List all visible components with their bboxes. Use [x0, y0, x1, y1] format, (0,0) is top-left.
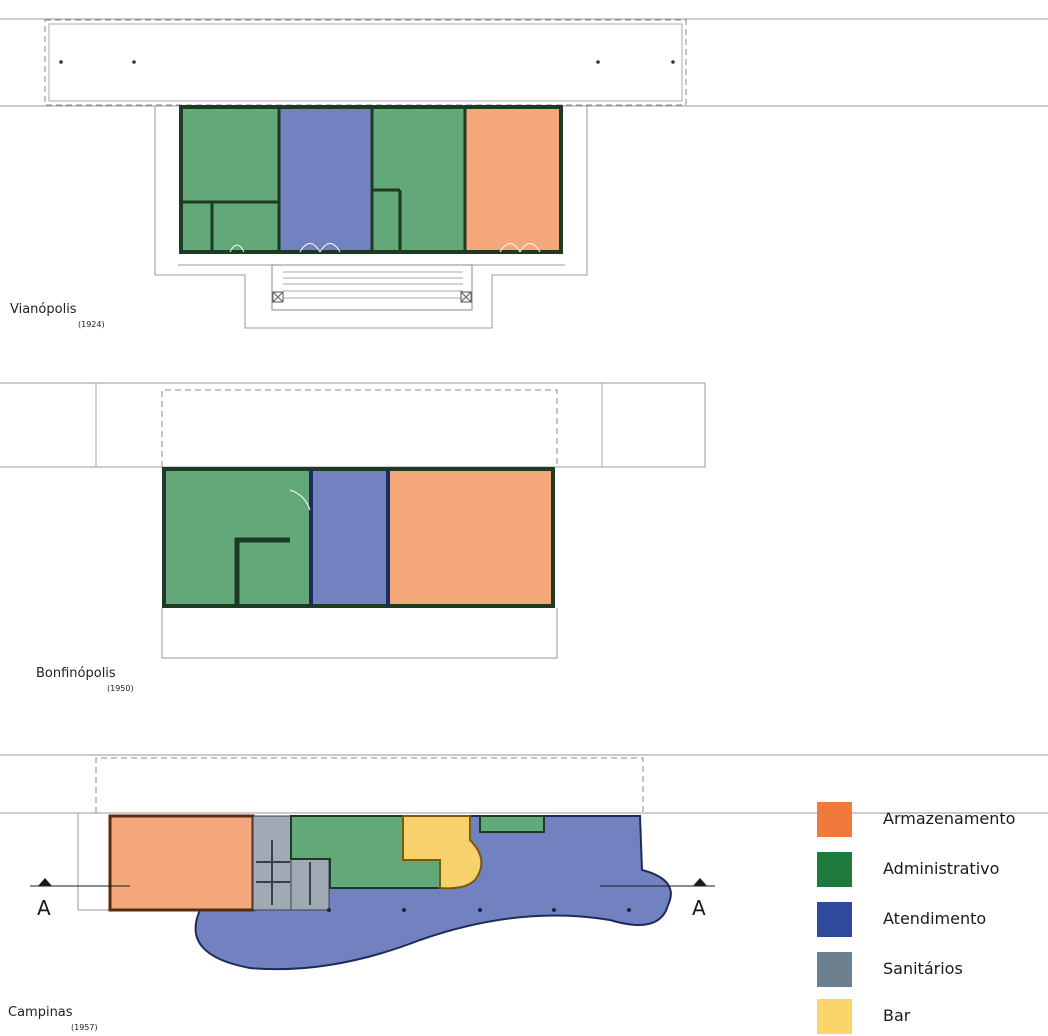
plan-label-vianopolis: Vianópolis: [10, 302, 77, 317]
room-armazenamento: [108, 814, 255, 912]
legend-label-armazenamento: Armazenamento: [883, 809, 1016, 828]
room-atendimento: [279, 107, 371, 252]
section-letter-left: A: [37, 896, 51, 920]
plan-label-bonfinopolis: Bonfinópolis: [36, 666, 116, 681]
legend-label-administrativo: Administrativo: [883, 859, 1000, 878]
platform-outline: [44, 19, 687, 106]
legend-label-sanitarios: Sanitários: [883, 959, 963, 978]
section-marker-left: A: [30, 878, 130, 920]
room-administrativo: [479, 815, 545, 833]
legend-swatch-atendimento: [817, 902, 852, 937]
plan-campinas: A A: [0, 754, 1048, 971]
room-armazenamento: [388, 469, 553, 606]
room-atendimento: [311, 469, 387, 606]
legend-label-bar: Bar: [883, 1006, 911, 1025]
legend-swatch-administrativo: [817, 852, 852, 887]
plan-bonfinopolis: [0, 382, 706, 659]
plan-year-vianopolis: (1924): [78, 320, 105, 329]
plan-vianopolis: [0, 18, 1048, 329]
section-letter-right: A: [692, 896, 706, 920]
legend-swatch-sanitarios: [817, 952, 852, 987]
plan-year-bonfinopolis: (1950): [107, 684, 134, 693]
room-bar: [402, 815, 483, 890]
room-atendimento: [194, 815, 672, 971]
room-armazenamento: [466, 107, 561, 252]
legend-swatch-armazenamento: [817, 802, 852, 837]
section-marker-right: A: [600, 878, 715, 920]
room-administrativo: [181, 107, 278, 252]
plan-year-campinas: (1957): [71, 1023, 98, 1032]
legend-label-atendimento: Atendimento: [883, 909, 987, 928]
legend-swatch-bar: [817, 999, 852, 1034]
room-administrativo: [372, 107, 465, 252]
plan-label-campinas: Campinas: [8, 1005, 73, 1020]
